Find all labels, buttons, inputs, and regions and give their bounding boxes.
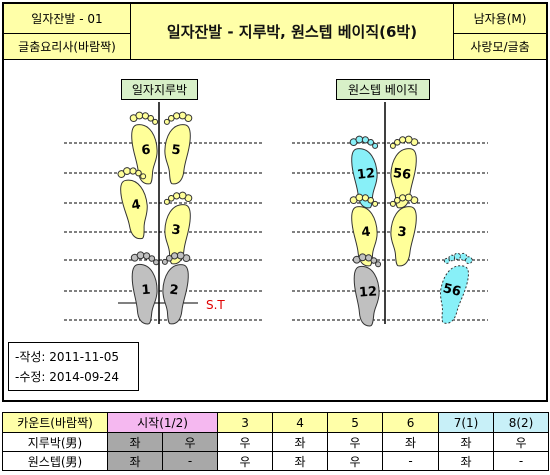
step-number: 56 — [392, 166, 412, 183]
row-label: 원스텝(男) — [2, 451, 108, 471]
start-cell: - — [161, 451, 219, 471]
footprint-right-2: 56 — [383, 133, 420, 210]
step-number: 12 — [358, 284, 377, 300]
footprint-left-5: 1 — [129, 250, 164, 326]
group-name: 사랑모/글춤 — [454, 34, 546, 60]
main-frame — [2, 2, 548, 402]
row-label: 지루박(男) — [2, 432, 108, 452]
footprint-left-6: 2 — [155, 249, 192, 326]
footprint-left-4: 3 — [157, 189, 194, 266]
step-number: 6 — [141, 143, 152, 159]
footprint-right-4: 3 — [383, 191, 420, 268]
start-label: S.T — [206, 298, 225, 312]
count-col: 3 — [217, 412, 274, 433]
left-diagram-label: 일자지루박 — [121, 79, 198, 100]
footprint-right-1: 12 — [348, 133, 385, 210]
step-number: 12 — [356, 166, 376, 183]
count-header-row: 카운트(바람짝) 시작(1/2) 3 4 5 6 7(1) 8(2) — [2, 412, 550, 433]
count-table: 카운트(바람짝) 시작(1/2) 3 4 5 6 7(1) 8(2) 지루박(男… — [2, 412, 550, 471]
table-row: 원스텝(男) 좌 - 우 좌 우 - 좌 - — [2, 451, 550, 471]
count-col: 7(1) — [438, 412, 495, 433]
count-header-label: 카운트(바람짝) — [2, 412, 108, 433]
count-cell: 우 — [493, 432, 550, 452]
pattern-number: 일자잔발 - 01 — [4, 4, 131, 34]
table-row: 지루박(男) 좌 우 우 좌 우 좌 좌 우 — [2, 432, 550, 452]
count-start-label: 시작(1/2) — [106, 412, 219, 433]
count-cell: 좌 — [382, 432, 440, 452]
step-number: 2 — [169, 283, 180, 299]
count-cell: 우 — [327, 451, 384, 471]
step-number: 5 — [171, 143, 182, 159]
author-name: 글춤요리사(바람짝) — [4, 34, 131, 60]
footprint-right-3: 4 — [348, 191, 385, 268]
start-cell: 우 — [161, 432, 219, 452]
count-cell: 좌 — [272, 432, 329, 452]
step-number: 56 — [441, 281, 462, 300]
count-col: 8(2) — [493, 412, 550, 433]
count-cell: 우 — [217, 451, 274, 471]
right-diagram-label: 원스텝 베이직 — [336, 79, 430, 100]
footprint-right-5: 12 — [351, 252, 386, 328]
footprint-right-6: 56 — [429, 248, 475, 327]
step-number: 4 — [130, 197, 142, 213]
created-date: -작성: 2011-11-05 — [15, 350, 120, 364]
count-cell: 우 — [327, 432, 384, 452]
footprint-left-1: 6 — [128, 109, 165, 186]
count-cell: 좌 — [272, 451, 329, 471]
step-number: 3 — [397, 225, 408, 241]
count-cell: 우 — [217, 432, 274, 452]
step-number: 3 — [171, 223, 182, 239]
start-cell: 좌 — [107, 432, 163, 452]
modified-date: -수정: 2014-09-24 — [15, 370, 120, 384]
count-cell: - — [493, 451, 550, 471]
count-col: 4 — [272, 412, 329, 433]
footprint-left-2: 5 — [157, 109, 194, 186]
gender-label: 남자용(M) — [454, 4, 546, 34]
step-number: 1 — [141, 283, 151, 299]
revision-notes: -작성: 2011-11-05 -수정: 2014-09-24 — [8, 342, 139, 391]
step-number: 4 — [361, 225, 372, 241]
count-col: 6 — [382, 412, 440, 433]
start-cell: 좌 — [107, 451, 163, 471]
count-cell: 좌 — [438, 451, 495, 471]
count-cell: 좌 — [438, 432, 495, 452]
footprint-left-3: 4 — [116, 164, 157, 242]
count-col: 5 — [327, 412, 384, 433]
count-cell: - — [382, 451, 440, 471]
page-title: 일자잔발 - 지루박, 원스텝 베이직(6박) — [131, 4, 454, 60]
